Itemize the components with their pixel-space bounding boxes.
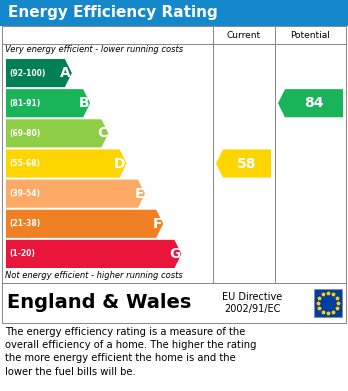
Text: 84: 84 <box>304 96 324 110</box>
Text: Very energy efficient - lower running costs: Very energy efficient - lower running co… <box>5 45 183 54</box>
Text: (69-80): (69-80) <box>9 129 40 138</box>
Text: (39-54): (39-54) <box>9 189 40 198</box>
Bar <box>2 26 346 283</box>
Text: The energy efficiency rating is a measure of the
overall efficiency of a home. T: The energy efficiency rating is a measur… <box>5 327 256 377</box>
Text: Current: Current <box>227 30 261 39</box>
Text: (81-91): (81-91) <box>9 99 40 108</box>
Text: A: A <box>60 66 71 80</box>
Polygon shape <box>6 59 72 87</box>
Text: (55-68): (55-68) <box>9 159 40 168</box>
Text: EU Directive
2002/91/EC: EU Directive 2002/91/EC <box>222 292 282 314</box>
Text: (1-20): (1-20) <box>9 249 35 258</box>
Text: England & Wales: England & Wales <box>7 294 191 312</box>
Text: (92-100): (92-100) <box>9 68 45 77</box>
Polygon shape <box>278 89 343 117</box>
Text: 58: 58 <box>237 156 257 170</box>
Text: Not energy efficient - higher running costs: Not energy efficient - higher running co… <box>5 271 183 280</box>
Text: Energy Efficiency Rating: Energy Efficiency Rating <box>8 5 218 20</box>
Polygon shape <box>6 89 90 117</box>
Polygon shape <box>6 210 163 238</box>
Text: (21-38): (21-38) <box>9 219 40 228</box>
Text: D: D <box>114 156 126 170</box>
Bar <box>314 289 342 317</box>
Polygon shape <box>6 179 145 208</box>
Polygon shape <box>6 119 109 147</box>
Bar <box>2 283 346 323</box>
Polygon shape <box>216 149 271 178</box>
Text: C: C <box>97 126 108 140</box>
Polygon shape <box>6 240 182 268</box>
Polygon shape <box>6 149 127 178</box>
Bar <box>0 0 348 26</box>
Text: G: G <box>169 247 181 261</box>
Text: E: E <box>134 187 144 201</box>
Text: F: F <box>153 217 162 231</box>
Text: Potential: Potential <box>291 30 331 39</box>
Text: B: B <box>79 96 89 110</box>
